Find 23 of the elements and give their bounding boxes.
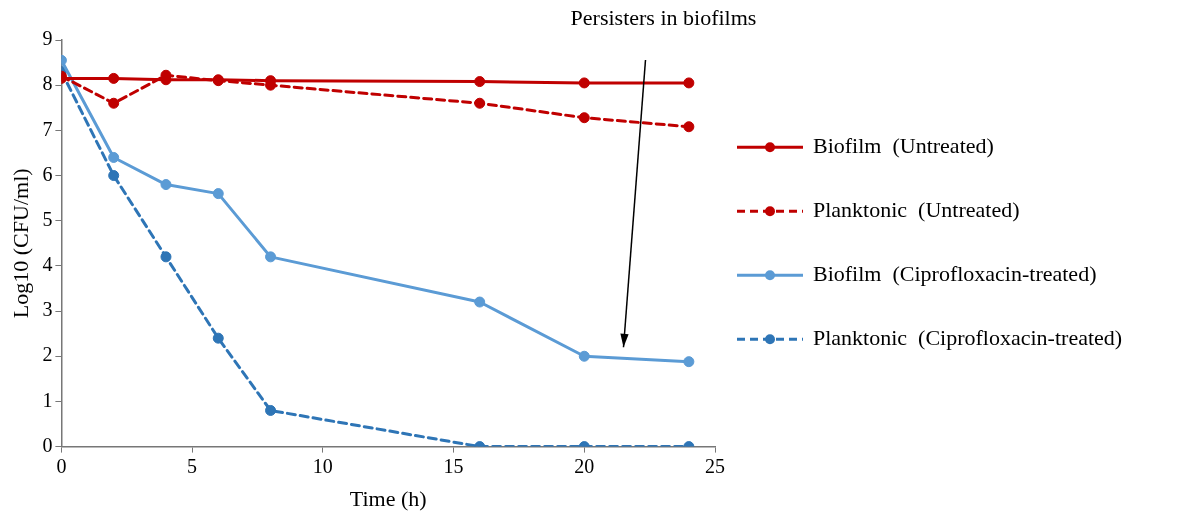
x-tick-label: 15	[443, 454, 464, 477]
x-axis-title: Time (h)	[349, 485, 427, 511]
y-axis-title: Log10 (CFU/ml)	[7, 168, 33, 319]
legend-label: Planktonic (Ciprofloxacin-treated)	[813, 325, 1123, 351]
x-tick-label: 0	[56, 454, 67, 477]
text: Persisters in biofilms	[570, 4, 757, 30]
legend-label: Biofilm (Untreated)	[813, 133, 994, 159]
y-tick-label: 6	[42, 162, 53, 185]
y-tick-label: 9	[42, 27, 53, 50]
y-tick-label: 8	[42, 72, 53, 95]
legend-label: Planktonic (Untreated)	[813, 197, 1020, 223]
y-tick-label: 2	[42, 343, 53, 366]
y-tick-label: 3	[42, 298, 53, 321]
y-tick-label: 7	[42, 117, 53, 140]
x-tick-label: 20	[574, 454, 595, 477]
x-tick-label: 10	[312, 454, 333, 477]
legend-label: Biofilm (Ciprofloxacin-treated)	[813, 261, 1097, 287]
x-tick-label: 5	[187, 454, 198, 477]
y-tick-label: 0	[42, 433, 53, 456]
y-tick-label: 5	[42, 207, 53, 230]
y-tick-label: 4	[42, 253, 53, 276]
x-tick-label: 25	[705, 454, 725, 477]
y-tick-label: 1	[42, 388, 53, 411]
